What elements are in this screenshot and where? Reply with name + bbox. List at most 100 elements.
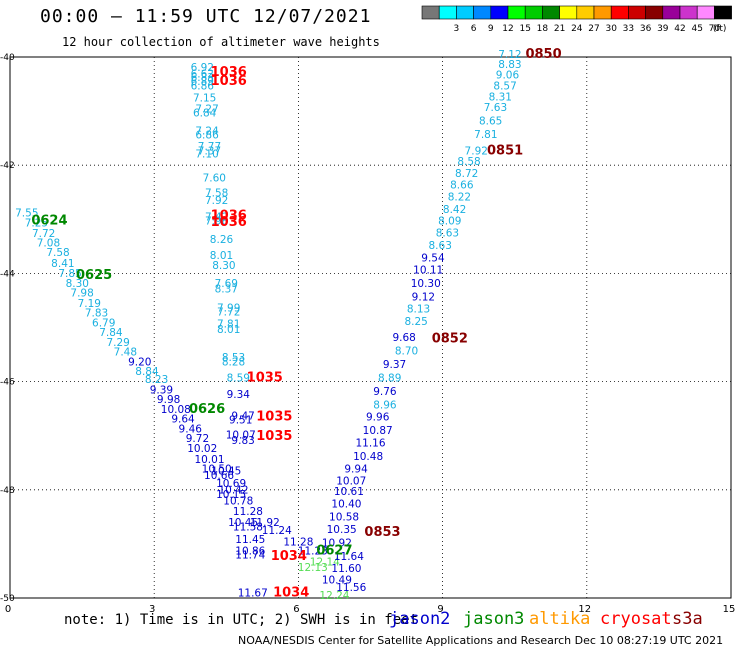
swh-label: 11.23 [298,546,328,558]
swh-label: 7.55 [15,208,38,220]
legend-jason2: jason2 [389,609,451,629]
swh-label: 8.09 [438,216,461,228]
footnote: note: 1) Time is in UTC; 2) SWH is in fe… [64,612,419,628]
swh-label: 10.50 [202,463,232,475]
swh-label: 6.84 [193,108,217,120]
swh-label: 9.83 [231,435,254,447]
swh-label: 8.59 [227,373,250,385]
swh-label: 7.08 [37,237,60,249]
swh-label: 10.92 [322,538,352,550]
swh-label: 8.42 [443,204,466,216]
time-label: 0625 [76,268,112,283]
swh-label: 7.72 [32,228,55,240]
swh-label: 7.48 [114,347,137,359]
time-label: 1036 [211,208,247,223]
time-label: 1035 [247,371,283,386]
lon-tick-label: 15 [723,604,736,615]
swh-label: 11.28 [283,537,313,549]
swh-label: 10.30 [411,278,441,290]
swh-label: 9.39 [150,385,173,397]
swh-label: 10.11 [413,264,443,276]
swh-label: 9.20 [128,356,151,368]
swh-label: 8.53 [222,352,245,364]
time-label: 0627 [316,544,352,559]
swh-label: 8.31 [489,91,512,103]
time-label: 0852 [432,332,468,347]
swh-label: 7.85 [58,268,81,280]
swh-label: 10.08 [161,404,191,416]
swh-label: 10.66 [204,470,234,482]
swh-label: 8.30 [66,278,89,290]
time-label: 0853 [364,525,400,540]
swh-label: 7.12 [498,49,521,61]
page-subtitle: 12 hour collection of altimeter wave hei… [62,35,380,49]
time-label: 1036 [211,74,247,89]
legend-s3a: s3a [672,609,703,629]
swh-label: 10.40 [331,499,361,511]
time-label: 1035 [256,410,292,425]
colorbar-tick-label: 15 [519,24,530,34]
colorbar-tick-label: 45 [691,24,702,34]
colorbar-tick-label: 70 [709,24,721,34]
legend-altika: altika [529,609,591,629]
swh-label: 10.02 [187,443,217,455]
swh-label: 8.66 [450,179,474,191]
lat-tick-label: -40 [0,53,15,63]
swh-label: 8.70 [395,346,418,358]
colorbar-bin [714,5,732,20]
swh-label: 10.58 [329,512,359,524]
swh-label: 7.99 [217,302,240,314]
colorbar-tick-label: 24 [571,24,583,34]
swh-label: 8.57 [493,80,516,92]
swh-label: 8.01 [210,250,233,262]
swh-label: 8.72 [455,168,478,180]
swh-label: 9.54 [421,252,445,264]
swh-label: 9.72 [186,433,209,445]
time-label: 0624 [31,214,67,229]
swh-label: 8.83 [498,59,521,71]
colorbar-tick-label: 36 [640,24,652,34]
swh-label: 6.79 [92,317,115,329]
lat-tick-label: -44 [0,269,15,279]
swh-label: 6.89 [191,76,214,88]
colorbar-tick-label: 39 [657,24,669,34]
swh-label: 9.06 [496,70,520,82]
time-label: 0851 [487,143,523,158]
swh-label: 7.72 [217,307,240,319]
swh-label: 8.37 [215,283,238,295]
swh-label: 9.34 [227,389,251,401]
credit-line: NOAA/NESDIS Center for Satellite Applica… [238,634,724,647]
swh-label: 6.86 [195,130,219,142]
swh-label: 9.96 [366,412,390,424]
swh-label: 11.16 [355,438,385,450]
swh-label: 9.68 [392,332,415,344]
swh-label: 8.22 [448,191,471,203]
time-label: 1036 [211,215,247,230]
swh-label: 6.62 [191,69,214,81]
swh-label: 7.60 [203,172,226,184]
time-label: 1035 [256,429,292,444]
swh-label: 11.58 [233,521,263,533]
wave-height-map: 0 3 6 9 12 15-40-42-44-46-48-506.926.626.836.… [0,47,736,615]
swh-label: 7.24 [195,125,219,137]
lon-tick-label: 0 [5,604,11,615]
swh-label: 8.89 [378,373,401,385]
swh-label: 7.77 [198,141,221,153]
colorbar-tick-label: 12 [502,24,513,34]
swh-label: 9.46 [179,423,203,435]
swh-label: 9.76 [373,386,397,398]
swh-label: 8.84 [135,366,159,378]
swh-label: 6.86 [191,80,215,92]
swh-label: 11.67 [238,587,268,599]
swh-label: 7.63 [484,102,507,114]
swh-label: 7.98 [70,288,93,300]
swh-label: 7.29 [106,337,129,349]
swh-label: 6.83 [191,72,214,84]
swh-label: 8.63 [429,240,452,252]
swh-label: 11.56 [336,582,366,594]
swh-label: 10.45 [228,517,258,529]
swh-label: 10.01 [194,454,224,466]
swh-label: 8.65 [479,116,502,128]
swh-label: 10.35 [327,524,357,536]
legend-cryosat: cryosat [600,609,672,629]
